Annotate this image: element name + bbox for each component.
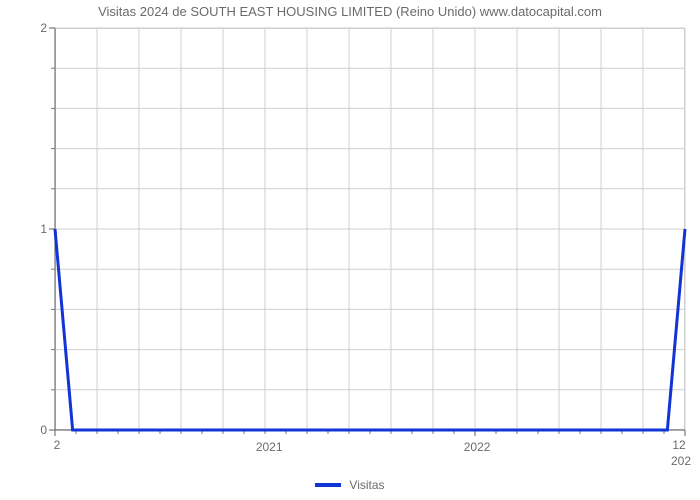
y-tick-label: 1 (27, 222, 47, 236)
x-tick-label: 2021 (256, 440, 283, 454)
plot-area (55, 28, 685, 430)
x-tick-label: 2022 (464, 440, 491, 454)
y-tick-label: 2 (27, 21, 47, 35)
chart-title: Visitas 2024 de SOUTH EAST HOUSING LIMIT… (0, 4, 700, 19)
x-secondary-right: 12 (672, 438, 685, 452)
legend-swatch (315, 483, 341, 487)
x-secondary-right-sub: 202 (671, 454, 691, 468)
legend: Visitas (0, 478, 700, 492)
x-secondary-left: 2 (54, 438, 61, 452)
chart-container: Visitas 2024 de SOUTH EAST HOUSING LIMIT… (0, 0, 700, 500)
chart-svg (55, 28, 685, 430)
legend-label: Visitas (349, 478, 384, 492)
y-tick-label: 0 (27, 423, 47, 437)
